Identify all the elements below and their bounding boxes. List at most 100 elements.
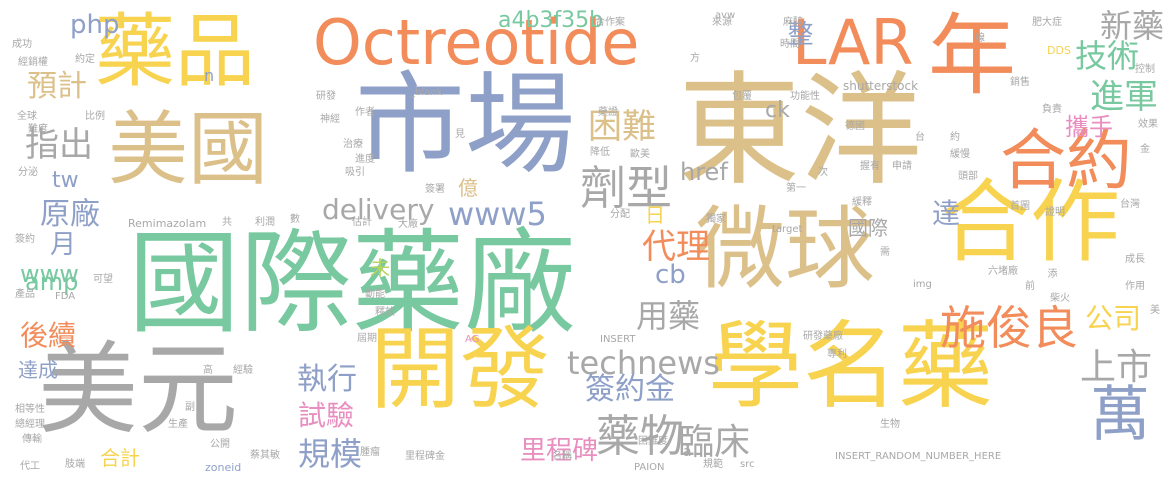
cloud-word: INSERT_RANDOM_NUMBER_HERE — [835, 451, 1002, 462]
cloud-word: 生產 — [168, 419, 188, 430]
cloud-word: 攜手 — [1065, 113, 1113, 141]
cloud-word: 市場 — [355, 61, 575, 189]
cloud-word: 包覆 — [732, 91, 752, 102]
cloud-word: 達 — [932, 197, 961, 230]
cloud-word: 次 — [818, 167, 828, 178]
cloud-word: 上市 — [1080, 347, 1153, 388]
cloud-word: 代理 — [642, 227, 710, 267]
cloud-word: Octreotide — [313, 6, 640, 79]
cloud-word: 作用 — [1125, 281, 1145, 292]
cloud-word: 添 — [1045, 268, 1056, 278]
cloud-word: 技術 — [1075, 37, 1140, 75]
cloud-word: 負責 — [1042, 104, 1062, 115]
cloud-word: 見 — [455, 129, 465, 140]
cloud-word: 需 — [880, 247, 890, 258]
cloud-word: 肢端 — [65, 459, 85, 470]
cloud-word: 美國 — [108, 103, 268, 196]
cloud-word: 成功 — [12, 39, 32, 50]
cloud-word: 數 — [290, 214, 300, 225]
cloud-word: 規模 — [298, 435, 363, 473]
cloud-word: 比例 — [85, 111, 105, 122]
cloud-word: n — [204, 66, 215, 85]
cloud-word: 緩慢 — [950, 149, 970, 160]
cloud-word: 時間 — [780, 39, 800, 50]
cloud-word: 台 — [915, 132, 925, 143]
cloud-word: 美 — [1150, 305, 1160, 316]
cloud-word: 國際 — [848, 216, 888, 240]
cloud-word: 專利 — [827, 349, 847, 360]
cloud-word: 進軍 — [1090, 77, 1158, 117]
cloud-word: 公開 — [210, 439, 230, 450]
cloud-word: 估計 — [352, 217, 372, 228]
cloud-word: AG — [465, 334, 480, 345]
cloud-word: 蔡其敏 — [250, 450, 280, 461]
cloud-word: shutterstock — [843, 79, 919, 93]
cloud-word: 產品 — [15, 289, 35, 300]
cloud-word: 約 — [950, 132, 960, 143]
cloud-word: 里程碑 — [520, 436, 599, 466]
cloud-word: 利潤 — [255, 217, 275, 228]
cloud-word: technews — [567, 344, 720, 382]
cloud-word: www5 — [448, 195, 547, 233]
cloud-word: 麻醉 — [783, 17, 803, 28]
cloud-word: 線 — [975, 33, 985, 44]
cloud-word: Remimazolam — [128, 217, 207, 230]
cloud-word: 月 — [50, 230, 77, 260]
cloud-word: 總經理 — [15, 419, 45, 430]
cloud-word: 東洋 — [678, 60, 922, 202]
cloud-word: 施俊良 — [940, 301, 1078, 355]
cloud-word: 銷售 — [1010, 77, 1030, 88]
cloud-word: 六堵廠 — [988, 266, 1018, 277]
cloud-word: 成長 — [1125, 254, 1145, 265]
cloud-word: 證明 — [1045, 207, 1065, 218]
cloud-word: 規範 — [703, 459, 723, 470]
cloud-word: ck — [765, 98, 790, 123]
cloud-word: amp — [25, 268, 79, 296]
cloud-word: 合作案 — [595, 17, 625, 28]
cloud-word: 年 — [928, 4, 1017, 107]
cloud-word: INSERT — [600, 334, 636, 345]
cloud-word: 分泌 — [18, 167, 38, 178]
cloud-word: 全球 — [17, 111, 37, 122]
cloud-word: 整 — [783, 20, 813, 46]
cloud-word: zoneid — [205, 461, 242, 474]
cloud-word: 藥物 — [596, 411, 684, 462]
cloud-word: 首圖 — [1010, 201, 1030, 212]
cloud-word: _blank — [410, 87, 443, 98]
cloud-word: 腫瘤 — [360, 447, 380, 458]
cloud-word: 合約 — [1000, 122, 1132, 199]
cloud-word: 學名藥 — [708, 312, 994, 422]
cloud-word: 動能 — [365, 289, 385, 300]
cloud-word: 神經 — [320, 114, 340, 125]
cloud-word: 簽約金 — [585, 372, 675, 407]
cloud-word: 控制 — [1135, 64, 1155, 75]
cloud-word: 吸引 — [345, 167, 365, 178]
cloud-word: 頭部 — [958, 171, 978, 182]
cloud-word: delivery — [322, 193, 435, 226]
cloud-word: 前 — [1025, 281, 1035, 292]
cloud-word: 名稱 — [552, 451, 572, 462]
cloud-word: 里程碑金 — [405, 451, 445, 462]
cloud-word: 執行 — [297, 362, 357, 397]
cloud-word: 研發藥廠 — [803, 331, 843, 342]
cloud-word: 困難 — [588, 107, 656, 147]
cloud-word: cb — [655, 260, 686, 290]
cloud-word: 生物 — [880, 419, 900, 430]
cloud-word: avw — [715, 10, 736, 21]
cloud-word: 研發 — [316, 91, 336, 102]
cloud-word: 萬 — [1090, 380, 1150, 450]
cloud-word: 柴火 — [1050, 293, 1070, 304]
cloud-word: FDA — [55, 291, 76, 302]
cloud-word: 臨床 — [678, 422, 751, 463]
cloud-word: 進度 — [355, 154, 375, 165]
cloud-word: 達成 — [18, 358, 58, 382]
cloud-word: 申請 — [892, 161, 912, 172]
cloud-word: 副 — [185, 402, 195, 413]
cloud-word: 經驗 — [233, 365, 253, 376]
cloud-word: 效果 — [1138, 119, 1158, 130]
cloud-word: 來源 — [712, 17, 732, 28]
cloud-word: 簽約 — [15, 234, 35, 245]
cloud-word: 第一 — [786, 183, 806, 194]
cloud-word: 相等性 — [15, 404, 45, 415]
